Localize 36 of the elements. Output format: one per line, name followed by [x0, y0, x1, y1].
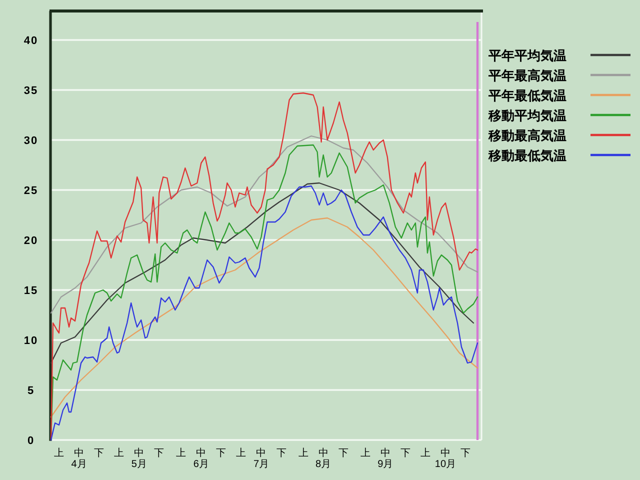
- y-tick-label: 40: [24, 35, 38, 47]
- x-tick-label: 上: [236, 447, 246, 459]
- y-tick-label: 15: [24, 285, 38, 297]
- x-tick-label: 中 5月: [131, 447, 147, 470]
- y-tick-label: 35: [24, 85, 38, 97]
- x-tick-label: 下: [338, 448, 348, 459]
- x-tick-label: 上: [114, 447, 124, 459]
- x-tick-label: 下: [154, 448, 164, 459]
- x-tick-label: 上: [176, 447, 186, 459]
- x-tick-label: 中 10月: [434, 447, 456, 470]
- y-tick-label: 20: [24, 235, 38, 247]
- x-tick-label: 下: [94, 448, 104, 459]
- y-tick-label: 5: [27, 385, 35, 397]
- x-tick-label: 下: [216, 448, 226, 459]
- legend-label: 移動平均気温: [488, 108, 566, 123]
- x-tick-label: 中 6月: [193, 447, 209, 470]
- legend-label: 平年最高気温: [488, 68, 566, 83]
- legend-label: 平年平均気温: [488, 48, 566, 63]
- x-tick-label: 上: [360, 447, 370, 459]
- y-tick-label: 10: [24, 335, 38, 347]
- x-tick-label: 上: [420, 447, 430, 459]
- x-tick-label: 中 8月: [316, 447, 332, 470]
- y-tick-label: 25: [24, 185, 38, 197]
- x-tick-label: 下: [460, 448, 470, 459]
- legend-label: 移動最低気温: [488, 148, 566, 163]
- x-tick-label: 下: [276, 448, 286, 459]
- legend-label: 移動最高気温: [488, 128, 566, 143]
- legend-label: 平年最低気温: [488, 88, 566, 103]
- x-tick-label: 中 7月: [253, 447, 270, 470]
- y-tick-label: 0: [27, 435, 35, 447]
- x-tick-label: 下: [400, 448, 410, 459]
- x-tick-label: 中 4月: [71, 447, 87, 470]
- x-tick-label: 中 9月: [378, 447, 394, 470]
- x-tick-label: 上: [54, 447, 64, 459]
- x-tick-label: 上: [298, 447, 308, 459]
- y-tick-label: 30: [24, 135, 38, 147]
